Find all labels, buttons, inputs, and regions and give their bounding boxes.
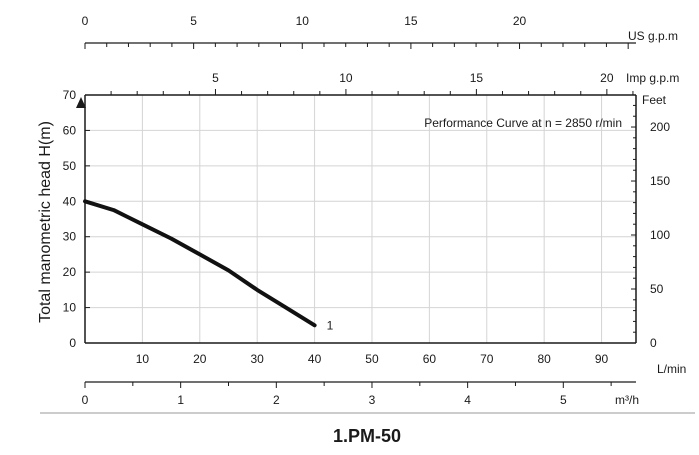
- lmin-tick-label: 20: [193, 352, 207, 366]
- head-axis: 0 10 20 30 40 50 60 70: [63, 88, 90, 350]
- us-tick-label: 0: [82, 14, 89, 28]
- m3h-tick-label: 0: [82, 393, 89, 407]
- m3h-unit-label: m³/h: [615, 393, 639, 407]
- feet-tick-label: 50: [650, 282, 664, 296]
- y-tick-label: 10: [63, 301, 77, 315]
- series-point: [170, 238, 172, 239]
- series-point: [314, 324, 316, 326]
- feet-unit-label: Feet: [642, 93, 667, 107]
- y-tick-label: 20: [63, 265, 77, 279]
- y-axis-arrow-icon: [76, 97, 86, 108]
- series-label: 1: [327, 318, 334, 332]
- series-layer: 1: [83, 199, 334, 332]
- lmin-tick-label: 90: [595, 352, 609, 366]
- y-tick-label: 70: [63, 88, 77, 102]
- m3h-tick-label: 3: [369, 393, 376, 407]
- us-tick-label: 5: [190, 14, 197, 28]
- y-tick-label: 60: [63, 123, 77, 137]
- y-tick-label: 50: [63, 159, 77, 173]
- series-point: [256, 289, 258, 291]
- feet-axis: 0 50 100 150 200 Feet: [631, 93, 670, 350]
- feet-tick-label: 0: [650, 336, 657, 350]
- chart-caption: 1.PM-50: [333, 426, 401, 446]
- series-point: [228, 269, 229, 271]
- lmin-unit-label: L/min: [657, 362, 686, 376]
- lmin-tick-label: 80: [537, 352, 551, 366]
- imp-tick-label: 5: [212, 71, 219, 85]
- lmin-axis: 10 20 30 40 50 60 70 80 90 L/min: [136, 352, 687, 376]
- m3h-axis: 0 1 2 3 4 5 m³/h: [82, 381, 639, 407]
- imp-tick-label: 15: [470, 71, 484, 85]
- imp-tick-label: 10: [339, 71, 353, 85]
- us-tick-label: 10: [296, 14, 310, 28]
- us-tick-label: 20: [513, 14, 527, 28]
- lmin-tick-label: 60: [423, 352, 437, 366]
- lmin-tick-label: 10: [136, 352, 150, 366]
- imp-gpm-axis: 5 10 15 20 Imp g.p.m: [110, 71, 679, 95]
- lmin-tick-label: 40: [308, 352, 322, 366]
- lmin-tick-label: 50: [365, 352, 379, 366]
- feet-tick-label: 150: [650, 174, 670, 188]
- series-point: [113, 209, 115, 211]
- series-point: [84, 200, 86, 202]
- plot-frame: [84, 94, 637, 344]
- series-point: [285, 307, 287, 309]
- us-gpm-axis: 0 5 10 15 20 US g.p.m: [82, 14, 678, 49]
- feet-tick-label: 100: [650, 228, 670, 242]
- chart-title: Performance Curve at n = 2850 r/min: [424, 116, 622, 130]
- m3h-tick-label: 4: [464, 393, 471, 407]
- y-tick-label: 0: [69, 336, 76, 350]
- us-unit-label: US g.p.m: [628, 29, 678, 43]
- y-tick-label: 40: [63, 194, 77, 208]
- m3h-tick-label: 1: [177, 393, 184, 407]
- imp-unit-label: Imp g.p.m: [626, 71, 679, 85]
- lmin-tick-label: 30: [251, 352, 265, 366]
- lmin-tick-label: 70: [480, 352, 494, 366]
- y-axis-label: Total manometric head H(m): [37, 121, 54, 323]
- us-tick-label: 15: [404, 14, 418, 28]
- m3h-tick-label: 5: [560, 393, 567, 407]
- series-point: [199, 253, 201, 255]
- imp-tick-label: 20: [600, 71, 614, 85]
- y-tick-label: 30: [63, 230, 77, 244]
- grid: [85, 95, 636, 343]
- feet-tick-label: 200: [650, 120, 670, 134]
- m3h-tick-label: 2: [273, 393, 280, 407]
- series-point: [141, 223, 143, 225]
